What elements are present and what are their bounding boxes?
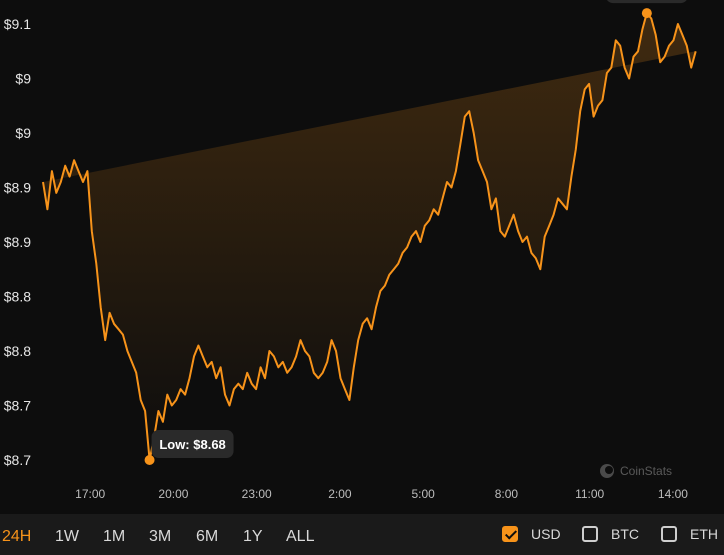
y-tick-label: $9: [15, 125, 31, 141]
bottom-toolbar: 24H 1W 1M 3M 6M 1Y ALL USD BTC ETH: [0, 514, 724, 555]
eth-label: ETH: [690, 526, 718, 542]
range-tab-all[interactable]: ALL: [286, 528, 315, 545]
low-tooltip: [151, 430, 234, 458]
currency-eth[interactable]: ETH: [661, 526, 718, 542]
range-tab-1m[interactable]: 1M: [103, 528, 126, 545]
markers: High: $9.01Low: $8.68: [144, 0, 687, 465]
btc-checkbox[interactable]: [582, 526, 598, 542]
currency-btc[interactable]: BTC: [582, 526, 639, 542]
range-tab-24h[interactable]: 24H: [2, 528, 32, 545]
low-label: Low: $8.68: [159, 437, 225, 452]
x-tick-label: 2:00: [328, 487, 352, 501]
y-tick-label: $8.8: [4, 289, 31, 305]
x-tick-label: 20:00: [158, 487, 188, 501]
eth-checkbox[interactable]: [661, 526, 677, 542]
high-tooltip: [607, 0, 687, 4]
price-chart: $9.1 $9 $9 $8.9 $8.9 $8.8 $8.8 $8.7 $8.7 17:00 20…: [4, 0, 697, 501]
x-tick-label: 17:00: [75, 487, 105, 501]
y-tick-label: $8.7: [4, 398, 31, 414]
range-tab-6m[interactable]: 6M: [196, 528, 219, 545]
coinstats-logo-icon: [600, 464, 614, 478]
y-tick-label: $9: [15, 71, 31, 87]
y-tick-label: $8.7: [4, 452, 31, 468]
watermark: CoinStats: [600, 464, 672, 478]
x-tick-label: 8:00: [495, 487, 519, 501]
currency-usd[interactable]: USD: [502, 526, 561, 542]
high-point: [641, 8, 652, 19]
price-area: [43, 13, 696, 460]
low-point: [144, 455, 155, 465]
range-tab-1y[interactable]: 1Y: [243, 528, 263, 545]
x-tick-label: 23:00: [242, 487, 272, 501]
y-tick-label: $8.8: [4, 343, 31, 359]
x-tick-label: 14:00: [658, 487, 688, 501]
y-tick-label: $8.9: [4, 234, 31, 250]
x-tick-label: 11:00: [575, 487, 604, 501]
x-axis: 17:00 20:00 23:00 2:00 5:00 8:00 11:00 14:00: [75, 487, 688, 501]
y-tick-label: $8.9: [4, 180, 31, 196]
x-tick-label: 5:00: [411, 487, 435, 501]
y-axis: $9.1 $9 $9 $8.9 $8.9 $8.8 $8.8 $8.7 $8.7: [4, 16, 31, 468]
usd-label: USD: [531, 526, 561, 542]
btc-label: BTC: [611, 526, 639, 542]
range-tab-1w[interactable]: 1W: [55, 528, 79, 545]
y-tick-label: $9.1: [4, 16, 31, 32]
watermark-text: CoinStats: [620, 464, 672, 478]
usd-checkbox[interactable]: [502, 526, 518, 542]
range-tab-3m[interactable]: 3M: [149, 528, 172, 545]
